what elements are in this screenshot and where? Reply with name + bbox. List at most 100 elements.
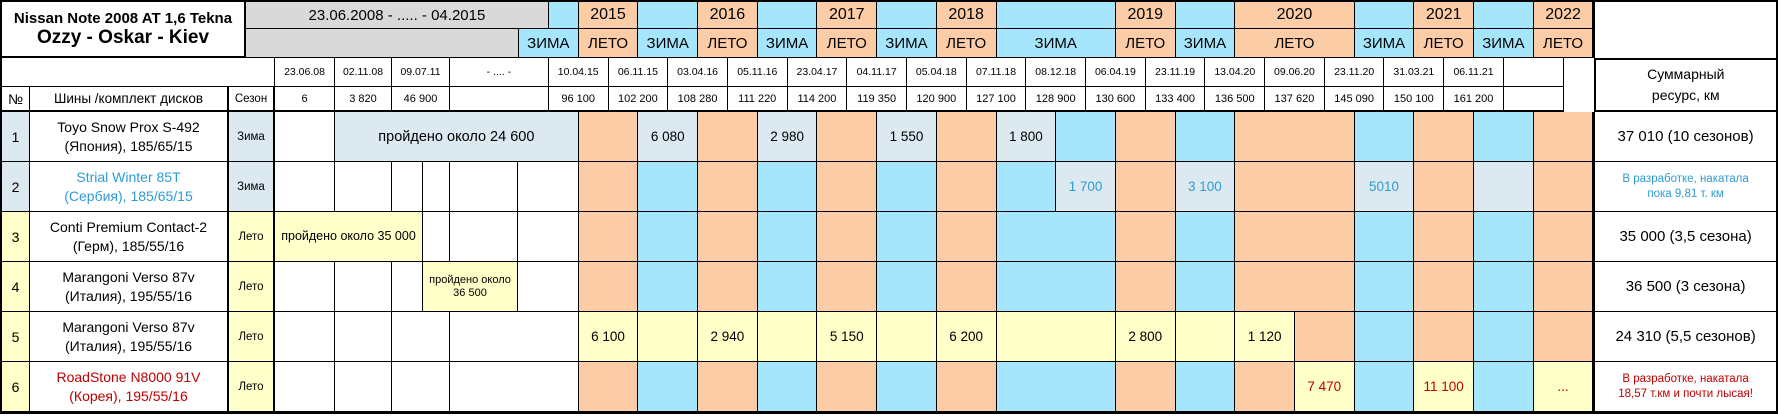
winter-cell xyxy=(1474,262,1534,312)
summer-cell xyxy=(578,112,639,162)
empty-cell xyxy=(450,362,579,412)
year-cell: 2019 xyxy=(1115,2,1176,29)
summer-cell-wide xyxy=(1235,262,1355,312)
row-number: 1 xyxy=(2,112,30,162)
odometer-cell: 137 620 xyxy=(1265,87,1325,112)
summer-cell xyxy=(1533,212,1594,262)
empty-cell xyxy=(392,162,423,212)
season-cell-summer: ЛЕТО xyxy=(1414,29,1475,58)
summary-cell: 37 010 (10 сезонов) xyxy=(1593,112,1776,162)
years-row: 23.06.2008 - ..... - 04.2015 2015 2016 2… xyxy=(2,2,1776,29)
year-cell: 2022 xyxy=(1533,2,1594,29)
summer-cell xyxy=(698,362,758,412)
winter-spacer-cell xyxy=(757,2,818,29)
date-cell: 23.06.08 xyxy=(275,58,335,87)
odometer-cell-empty xyxy=(1503,87,1564,112)
value-cell: 1 700 xyxy=(1056,162,1116,212)
summer-cell xyxy=(578,162,639,212)
date-cell: 09.06.20 xyxy=(1265,58,1325,87)
tire-name: Marangoni Verso 87v (Италия), 195/55/16 xyxy=(30,262,229,312)
date-cell: 05.11.16 xyxy=(727,58,788,87)
season-cell-winter: ЗИМА xyxy=(1175,29,1236,58)
year-cell-wide: 2020 xyxy=(1235,2,1355,29)
tire-name: Marangoni Verso 87v (Италия), 195/55/16 xyxy=(30,312,229,362)
season-cell-summer: ЛЕТО xyxy=(936,29,997,58)
summer-cell xyxy=(1414,212,1475,262)
value-cell: 2 800 xyxy=(1115,312,1176,362)
empty-cell xyxy=(275,362,335,412)
tire-row-6: 6 RoadStone N8000 91V (Корея), 195/55/16… xyxy=(2,362,1776,412)
odometer-cell: 150 100 xyxy=(1384,87,1445,112)
season-cell-summer: ЛЕТО xyxy=(817,29,878,58)
winter-cell xyxy=(996,162,1057,212)
date-cell: 08.12.18 xyxy=(1026,58,1087,87)
season-cell-summer: ЛЕТО xyxy=(1533,29,1594,58)
value-cell: 5 150 xyxy=(817,312,878,362)
summer-cell xyxy=(936,262,997,312)
summer-cell xyxy=(1115,262,1176,312)
summer-cell xyxy=(817,262,878,312)
odometer-cell: 3 820 xyxy=(335,87,392,112)
winter-cell xyxy=(757,162,818,212)
season-cell-summer-wide: ЛЕТО xyxy=(1235,29,1355,58)
empty-cell xyxy=(275,162,335,212)
summer-cell xyxy=(936,362,997,412)
summer-cell-wide xyxy=(1235,112,1355,162)
year-cell: 2018 xyxy=(936,2,997,29)
tire-name: RoadStone N8000 91V (Корея), 195/55/16 xyxy=(30,362,229,412)
empty-cell xyxy=(2,58,275,87)
date-cell: 02.11.08 xyxy=(335,58,392,87)
filler xyxy=(1563,58,1594,87)
season-cell-winter: ЗИМА xyxy=(638,29,699,58)
gray-spacer xyxy=(246,29,519,58)
tire-row-5: 5 Marangoni Verso 87v (Италия), 195/55/1… xyxy=(2,312,1776,362)
summer-cell xyxy=(817,362,878,412)
date-cell: 06.11.15 xyxy=(608,58,669,87)
date-cell: 10.04.15 xyxy=(548,58,609,87)
winter-cell xyxy=(1175,362,1236,412)
value-cell: 11 100 xyxy=(1414,362,1475,412)
empty-cell xyxy=(335,362,392,412)
odometer-cell: 133 400 xyxy=(1145,87,1206,112)
date-cell: 06.11.21 xyxy=(1444,58,1504,87)
summer-cell xyxy=(1414,312,1475,362)
season-cell-winter: ЗИМА xyxy=(519,29,579,58)
summer-idle-cell-wide xyxy=(996,312,1116,362)
vehicle-title-block: Nissan Note 2008 AT 1,6 Tekna Ozzy - Osk… xyxy=(2,2,246,58)
summer-cell xyxy=(936,212,997,262)
summary-cell: 36 500 (3 сезона) xyxy=(1593,262,1776,312)
empty-cell xyxy=(335,312,392,362)
winter-cell xyxy=(1474,212,1534,262)
empty-cell xyxy=(423,162,450,212)
empty-cell xyxy=(450,312,579,362)
tire-name: Conti Premium Contact-2 (Герм), 185/55/1… xyxy=(30,212,229,262)
date-cell: 07.11.18 xyxy=(966,58,1027,87)
season-label: Лето xyxy=(229,262,275,312)
winter-current-cell xyxy=(1474,162,1534,212)
vehicle-title: Nissan Note 2008 AT 1,6 Tekna xyxy=(13,9,233,27)
winter-spacer-cell xyxy=(1175,2,1236,29)
seasons-row: ЗИМА ЛЕТО ЗИМА ЛЕТО ЗИМА ЛЕТО ЗИМА ЛЕТО … xyxy=(2,29,1776,58)
winter-spacer-cell xyxy=(1354,2,1415,29)
empty-cell xyxy=(392,312,450,362)
summer-cell xyxy=(578,262,639,312)
row-number: 2 xyxy=(2,162,30,212)
empty-cell xyxy=(392,362,450,412)
note-cell: пройдено около 24 600 xyxy=(335,112,579,162)
winter-cell xyxy=(1056,112,1116,162)
dates-row: 23.06.08 02.11.08 09.07.11 - .... - 10.0… xyxy=(2,58,1776,87)
season-label: Зима xyxy=(229,162,275,212)
summer-cell xyxy=(1533,312,1594,362)
winter-spacer-cell xyxy=(548,2,579,29)
odometer-cell: 130 600 xyxy=(1086,87,1146,112)
odometer-cell: 102 200 xyxy=(608,87,669,112)
filler xyxy=(1593,2,1776,29)
season-cell-summer: ЛЕТО xyxy=(578,29,639,58)
summer-cell xyxy=(817,162,878,212)
row-number: 5 xyxy=(2,312,30,362)
date-range-header: 23.06.2008 - ..... - 04.2015 xyxy=(246,2,549,29)
summer-cell xyxy=(698,162,758,212)
summer-cell xyxy=(578,212,639,262)
empty-cell xyxy=(518,162,579,212)
summer-cell xyxy=(698,212,758,262)
